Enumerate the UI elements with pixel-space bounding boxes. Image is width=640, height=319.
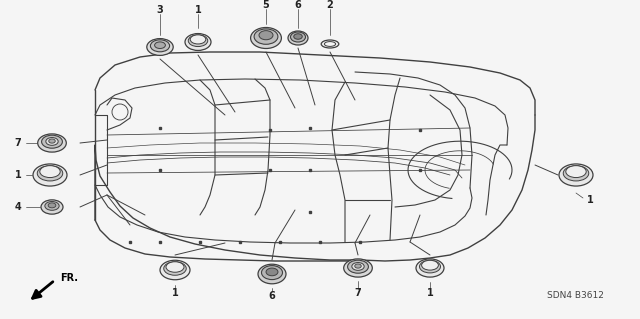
Text: 6: 6: [294, 0, 301, 10]
Text: 5: 5: [262, 0, 269, 10]
Text: 1: 1: [172, 288, 179, 298]
Text: 7: 7: [15, 138, 21, 148]
Text: 2: 2: [326, 0, 333, 10]
Ellipse shape: [291, 32, 305, 42]
Ellipse shape: [254, 29, 278, 44]
Ellipse shape: [344, 259, 372, 277]
Ellipse shape: [49, 139, 55, 143]
Ellipse shape: [259, 31, 273, 40]
Ellipse shape: [419, 260, 440, 273]
Ellipse shape: [266, 268, 278, 276]
Ellipse shape: [188, 35, 208, 47]
Ellipse shape: [155, 42, 165, 48]
Ellipse shape: [563, 166, 589, 181]
Text: 1: 1: [195, 5, 202, 15]
Ellipse shape: [37, 166, 63, 181]
Text: SDN4 B3612: SDN4 B3612: [547, 291, 604, 300]
Ellipse shape: [352, 263, 364, 270]
Text: 7: 7: [355, 288, 362, 298]
Ellipse shape: [164, 262, 186, 275]
Ellipse shape: [166, 262, 184, 272]
Ellipse shape: [422, 260, 438, 270]
Text: 4: 4: [15, 202, 21, 212]
Ellipse shape: [33, 164, 67, 186]
Ellipse shape: [190, 35, 206, 44]
Ellipse shape: [321, 40, 339, 48]
Ellipse shape: [251, 27, 282, 48]
Ellipse shape: [38, 134, 67, 152]
Ellipse shape: [45, 202, 59, 210]
Text: 3: 3: [157, 5, 163, 15]
Text: 1: 1: [15, 170, 21, 180]
Ellipse shape: [288, 31, 308, 45]
Ellipse shape: [150, 40, 170, 52]
Ellipse shape: [160, 260, 190, 280]
Ellipse shape: [416, 259, 444, 277]
Ellipse shape: [40, 166, 60, 178]
Ellipse shape: [566, 166, 586, 178]
Ellipse shape: [559, 164, 593, 186]
Ellipse shape: [258, 264, 286, 284]
Ellipse shape: [42, 135, 63, 148]
Text: 1: 1: [427, 288, 433, 298]
Text: 1: 1: [587, 195, 593, 205]
Text: 6: 6: [269, 291, 275, 301]
Ellipse shape: [185, 33, 211, 50]
Ellipse shape: [48, 203, 56, 208]
Ellipse shape: [294, 34, 302, 39]
Text: FR.: FR.: [60, 273, 78, 283]
Ellipse shape: [262, 266, 282, 279]
Ellipse shape: [41, 200, 63, 214]
Ellipse shape: [46, 137, 58, 145]
Ellipse shape: [324, 41, 335, 46]
Ellipse shape: [348, 260, 369, 273]
Ellipse shape: [147, 39, 173, 56]
Ellipse shape: [355, 264, 361, 268]
